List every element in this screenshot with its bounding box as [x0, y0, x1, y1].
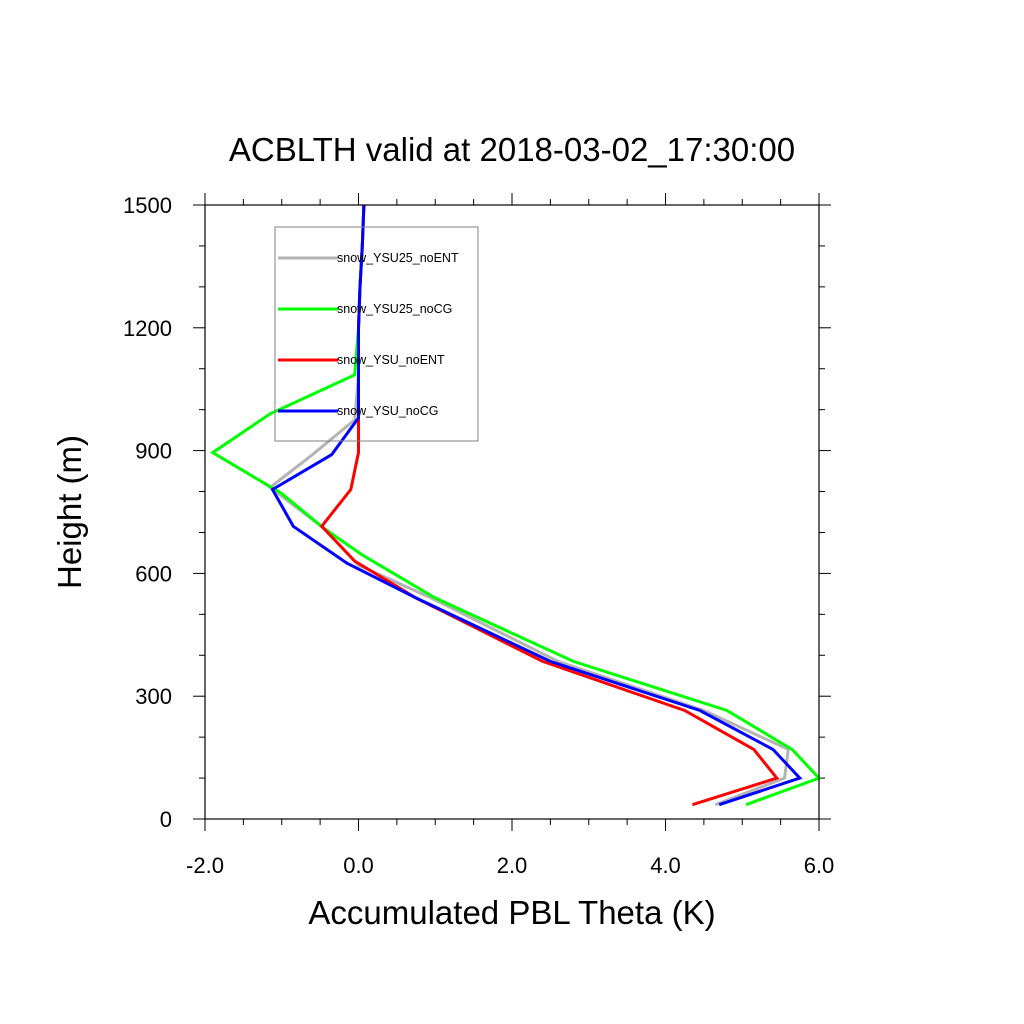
y-tick-label: 0 — [160, 807, 172, 832]
legend-entry: snow_YSU_noENT — [337, 353, 445, 367]
y-tick-label: 900 — [135, 439, 172, 464]
plot-frame — [204, 204, 820, 820]
y-tick-label: 1200 — [123, 316, 172, 341]
legend-entry: snow_YSU_noCG — [337, 404, 438, 418]
x-tick-label: 6.0 — [804, 853, 835, 878]
y-axis-label: Height (m) — [51, 435, 88, 589]
y-tick-label: 300 — [135, 684, 172, 709]
series-line-snow_YSU25_noCG — [209, 204, 822, 807]
x-tick-label: -2.0 — [186, 853, 224, 878]
series-line-snow_YSU_noCG — [270, 204, 803, 807]
axis-ticks: -2.0 0.0 2.0 4.0 6.0 0 300 600 900 1200 1500 — [123, 193, 834, 878]
x-tick-label: 0.0 — [343, 853, 374, 878]
x-tick-label: 2.0 — [497, 853, 528, 878]
legend-box — [274, 226, 479, 442]
x-tick-label: 4.0 — [650, 853, 681, 878]
legend-entry: snow_YSU25_noENT — [337, 251, 459, 265]
y-tick-label: 1500 — [123, 193, 172, 218]
y-tick-label: 600 — [135, 561, 172, 586]
series-lines — [209, 204, 822, 807]
x-axis-label: Accumulated PBL Theta (K) — [308, 894, 715, 931]
legend-entry: snow_YSU25_noCG — [337, 302, 452, 316]
chart-title: ACBLTH valid at 2018-03-02_17:30:00 — [229, 131, 795, 168]
legend: snow_YSU25_noENT snow_YSU25_noCG snow_YSU_… — [274, 226, 479, 442]
